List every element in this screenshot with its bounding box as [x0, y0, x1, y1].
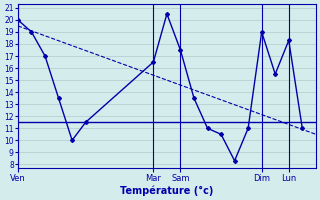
X-axis label: Température (°c): Température (°c): [120, 185, 213, 196]
